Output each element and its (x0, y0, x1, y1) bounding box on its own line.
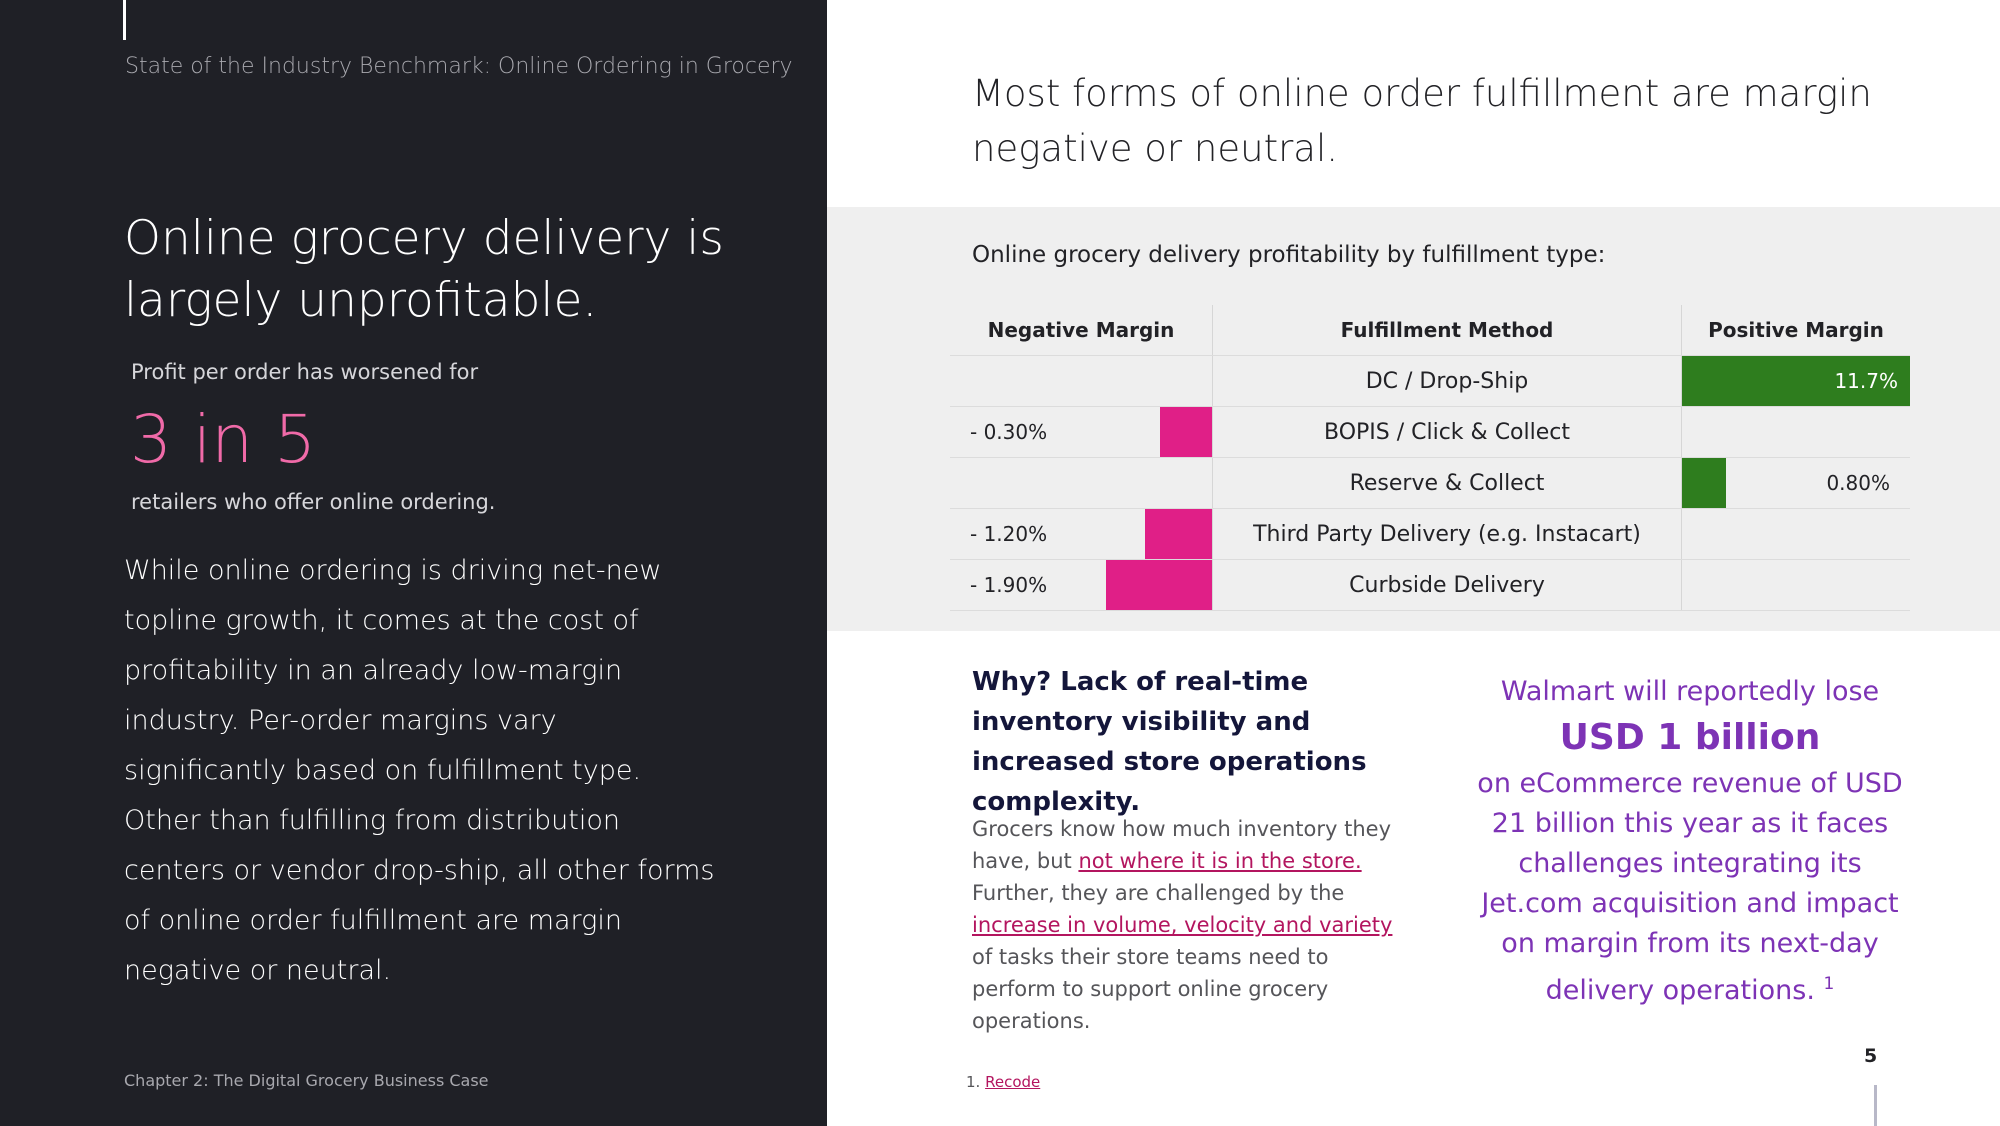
table-row: - 1.90% Curbside Delivery (950, 560, 1910, 611)
fulfillment-method: DC / Drop-Ship (1212, 356, 1682, 406)
negative-cell: - 0.30% (950, 407, 1212, 457)
positive-value-label: 0.80% (1826, 471, 1890, 495)
negative-cell: - 1.20% (950, 509, 1212, 559)
page-number: 5 (1864, 1045, 1878, 1067)
negative-value-label: - 1.20% (970, 522, 1048, 546)
stat-caption: retailers who offer online ordering. (131, 490, 496, 514)
walmart-callout: Walmart will reportedly lose USD 1 billi… (1470, 672, 1910, 1011)
right-headline: Most forms of online order fulfillment a… (972, 72, 1872, 170)
negative-margin-bar (1160, 407, 1212, 457)
top-accent-rule (123, 0, 126, 40)
table-caption: Online grocery delivery profitability by… (972, 242, 1606, 268)
table-row: Reserve & Collect 0.80% (950, 458, 1910, 509)
document-title: State of the Industry Benchmark: Online … (125, 54, 793, 79)
footnote: 1. Recode (966, 1073, 1041, 1091)
left-headline: Online grocery delivery is largely unpro… (124, 211, 724, 328)
table-row: DC / Drop-Ship 11.7% (950, 356, 1910, 407)
left-panel: State of the Industry Benchmark: Online … (0, 0, 827, 1126)
table-row: - 1.20% Third Party Delivery (e.g. Instac… (950, 509, 1910, 560)
fulfillment-method: Third Party Delivery (e.g. Instacart) (1212, 509, 1682, 559)
positive-cell: 11.7% (1682, 356, 1910, 406)
why-body: Grocers know how much inventory they hav… (972, 817, 1393, 1033)
negative-value-label: - 0.30% (970, 420, 1048, 444)
walmart-amount: USD 1 billion (1559, 717, 1821, 758)
walmart-rest: on eCommerce revenue of USD 21 billion t… (1477, 768, 1903, 1006)
volume-velocity-link[interactable]: increase in volume, velocity and variety (972, 913, 1393, 937)
negative-cell (950, 458, 1212, 508)
positive-cell (1682, 509, 1910, 559)
footnote-ref: 1 (1823, 974, 1835, 994)
header-positive-margin: Positive Margin (1708, 318, 1884, 342)
left-body-paragraph: While online ordering is driving net-new… (124, 555, 715, 986)
table-row: - 0.30% BOPIS / Click & Collect (950, 407, 1910, 458)
positive-margin-bar (1682, 458, 1726, 508)
negative-margin-bar (1106, 560, 1212, 610)
profitability-table: Negative Margin Fulfillment Method Posit… (950, 305, 1910, 611)
positive-cell (1682, 560, 1910, 610)
table-band (827, 207, 2000, 631)
negative-value-label: - 1.90% (970, 573, 1048, 597)
positive-margin-bar (1682, 356, 1910, 406)
header-fulfillment-method: Fulfillment Method (1212, 305, 1682, 355)
recode-link[interactable]: Recode (985, 1073, 1041, 1091)
table-header-row: Negative Margin Fulfillment Method Posit… (950, 305, 1910, 356)
page-accent-rule (1874, 1085, 1877, 1126)
header-negative-margin: Negative Margin (987, 318, 1175, 342)
negative-cell (950, 356, 1212, 406)
table-body: DC / Drop-Ship 11.7% - 0.30% BOPIS / Click … (950, 356, 1910, 611)
negative-margin-bar (1145, 509, 1212, 559)
stat-intro: Profit per order has worsened for (131, 360, 479, 384)
positive-value-label: 11.7% (1834, 369, 1898, 393)
big-stat: 3 in 5 (130, 401, 317, 478)
inventory-location-link[interactable]: not where it is in the store. (1078, 849, 1362, 873)
positive-cell: 0.80% (1682, 458, 1910, 508)
positive-cell (1682, 407, 1910, 457)
fulfillment-method: BOPIS / Click & Collect (1212, 407, 1682, 457)
walmart-line1: Walmart will reportedly lose (1500, 676, 1880, 707)
chapter-footer: Chapter 2: The Digital Grocery Business … (124, 1071, 489, 1090)
fulfillment-method: Reserve & Collect (1212, 458, 1682, 508)
why-heading: Why? Lack of real-time inventory visibil… (972, 667, 1367, 817)
fulfillment-method: Curbside Delivery (1212, 560, 1682, 610)
negative-cell: - 1.90% (950, 560, 1212, 610)
